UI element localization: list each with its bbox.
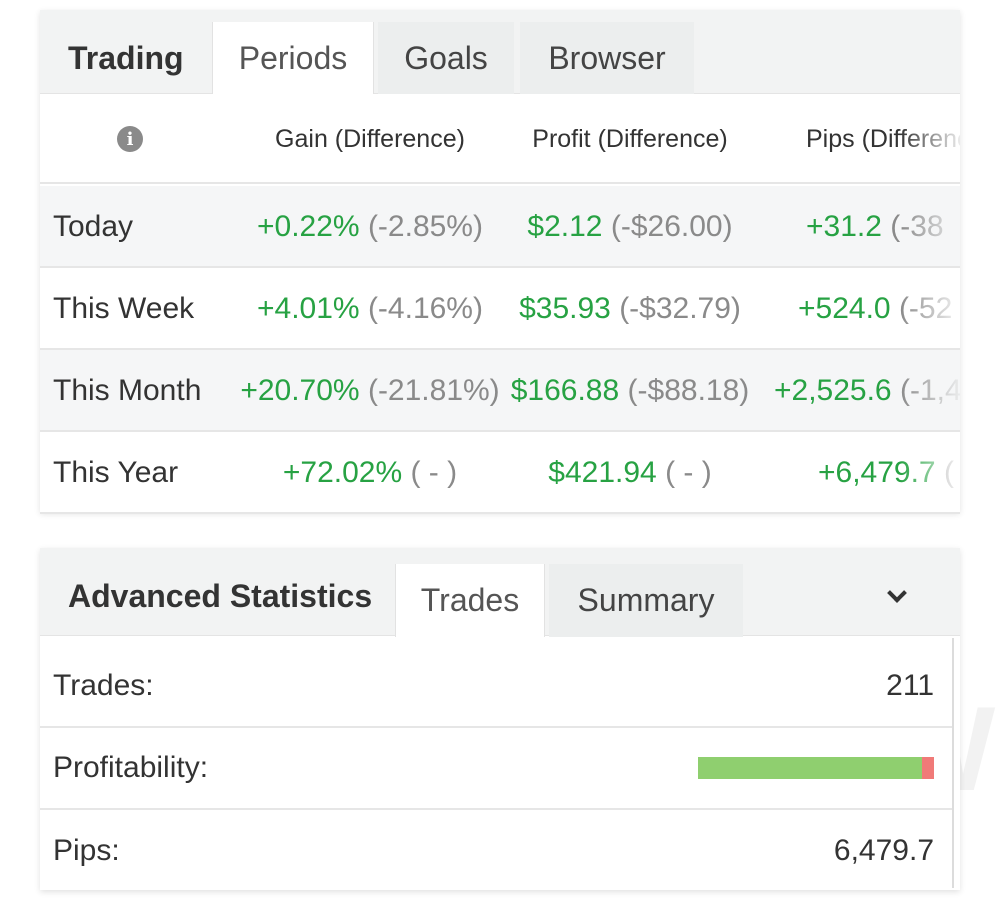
gain-diff: (-2.85%) (367, 210, 483, 243)
gain-diff: (-21.81%) (367, 374, 500, 407)
pips-cell-clip: +524.0 (-52 (798, 268, 960, 348)
pips-value: +31.2 (806, 210, 882, 243)
gain-value: +20.70% (240, 374, 360, 407)
tab-summary[interactable]: Summary (549, 564, 743, 637)
column-header-profit[interactable]: Profit (Difference) (532, 124, 728, 153)
profitability-bar[interactable] (698, 757, 934, 779)
profitability-bar-win (698, 757, 923, 779)
stat-row-pips: Pips: 6,479.7 (40, 810, 954, 892)
trades-value: 211 (886, 669, 934, 702)
stats-tabbar: Advanced Statistics Trades Summary (40, 548, 960, 637)
tab-goals[interactable]: Goals (378, 22, 514, 95)
table-row: This Week +4.01% (-4.16%) $35.93 (-$32.7… (40, 268, 960, 350)
gain-cell: +20.70% (-21.81%) (230, 350, 510, 430)
table-row: This Month +20.70% (-21.81%) $166.88 (-$… (40, 350, 960, 432)
tab-advanced-statistics[interactable]: Advanced Statistics (68, 578, 373, 614)
tab-browser[interactable]: Browser (520, 22, 694, 95)
gain-cell: +4.01% (-4.16%) (230, 268, 510, 348)
profit-cell: $35.93 (-$32.79) (490, 268, 770, 348)
stat-row-trades: Trades: 211 (40, 646, 954, 728)
profitability-label: Profitability: (53, 751, 209, 784)
pips-cell-clip: +2,525.6 (-1,4 (774, 350, 960, 430)
pips-value: +524.0 (798, 292, 891, 325)
scrollbar[interactable] (952, 638, 954, 888)
gain-cell: +0.22% (-2.85%) (230, 186, 510, 266)
profitability-bar-loss (922, 757, 934, 779)
gain-diff: ( - ) (410, 456, 458, 489)
profit-diff: (-$26.00) (610, 210, 733, 243)
pips-cell: +31.2 (-38 (806, 186, 944, 266)
gain-value: +4.01% (257, 292, 360, 325)
pips-cell: +6,479.7 ( (818, 432, 954, 512)
pips-cell-clip: +6,479.7 ( (818, 432, 960, 512)
column-header-pips[interactable]: Pips (Difference) (806, 124, 960, 153)
table-row: This Year +72.02% ( - ) $421.94 ( - ) +6… (40, 432, 960, 514)
period-label: This Month (53, 374, 202, 407)
profit-diff: (-$32.79) (619, 292, 741, 325)
periods-table-header: i Gain (Difference) Profit (Difference) … (40, 94, 960, 184)
table-row: Today +0.22% (-2.85%) $2.12 (-$26.00) +3… (40, 186, 960, 268)
profit-cell: $421.94 ( - ) (490, 432, 770, 512)
period-label: This Year (53, 456, 179, 489)
profit-value: $2.12 (527, 210, 603, 243)
pips-cell-clip: +31.2 (-38 (806, 186, 960, 266)
profit-cell: $2.12 (-$26.00) (490, 186, 770, 266)
profit-cell: $166.88 (-$88.18) (490, 350, 770, 430)
advanced-statistics-panel: Advanced Statistics Trades Summary Trade… (40, 548, 960, 890)
profit-diff: ( - ) (665, 456, 712, 489)
pips-cell: +2,525.6 (-1,4 (774, 350, 960, 430)
profit-value: $421.94 (548, 456, 657, 489)
gain-diff: (-4.16%) (367, 292, 483, 325)
pips-diff: (-52 (898, 292, 953, 325)
pips-value: +2,525.6 (774, 374, 892, 407)
period-label: This Week (53, 292, 195, 325)
column-header-pips-clip: Pips (Difference) (806, 94, 960, 182)
info-cell[interactable]: i (80, 94, 180, 184)
period-label: Today (53, 210, 134, 243)
tab-periods[interactable]: Periods (212, 22, 374, 95)
profit-value: $35.93 (519, 292, 611, 325)
stat-row-profitability: Profitability: (40, 728, 954, 810)
periods-panel: Trading Periods Goals Browser i Gain (Di… (40, 10, 960, 514)
profit-value: $166.88 (510, 374, 620, 407)
gain-value: +72.02% (282, 456, 403, 489)
pips-cell: +524.0 (-52 (798, 268, 952, 348)
profit-diff: (-$88.18) (627, 374, 750, 407)
info-icon[interactable]: i (117, 126, 143, 152)
periods-tabbar: Trading Periods Goals Browser (40, 10, 960, 95)
pips-diff: (-38 (890, 210, 944, 243)
pips-diff: (-1,4 (899, 374, 960, 407)
tab-trades[interactable]: Trades (395, 564, 545, 637)
pips-value: +6,479.7 (818, 456, 936, 489)
pips-diff: ( (943, 456, 954, 489)
pips-total-value: 6,479.7 (833, 834, 934, 867)
gain-value: +0.22% (257, 210, 360, 243)
gain-cell: +72.02% ( - ) (230, 432, 510, 512)
column-header-gain[interactable]: Gain (Difference) (275, 124, 465, 153)
tab-trading[interactable]: Trading (68, 40, 184, 76)
pips-label: Pips: (53, 834, 120, 867)
chevron-down-icon[interactable] (887, 583, 907, 603)
trades-label: Trades: (53, 669, 154, 702)
